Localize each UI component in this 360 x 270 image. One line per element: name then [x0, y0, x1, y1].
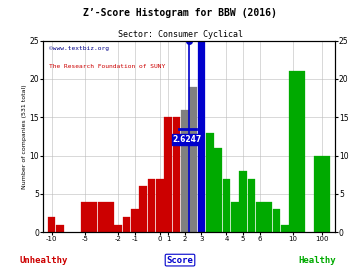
Bar	[256, 201, 264, 232]
Bar	[139, 186, 147, 232]
Y-axis label: Number of companies (531 total): Number of companies (531 total)	[22, 84, 27, 189]
Text: ©www.textbiz.org: ©www.textbiz.org	[49, 46, 109, 51]
Bar	[131, 209, 139, 232]
Bar	[231, 201, 239, 232]
Bar	[48, 217, 55, 232]
Bar	[198, 40, 206, 232]
Bar	[273, 209, 280, 232]
Bar	[164, 117, 172, 232]
Bar	[314, 156, 330, 232]
Bar	[189, 86, 197, 232]
Bar	[206, 133, 214, 232]
Bar	[264, 201, 272, 232]
Bar	[98, 201, 114, 232]
Bar	[114, 225, 122, 232]
Bar	[56, 225, 64, 232]
Text: Healthy: Healthy	[298, 256, 336, 265]
Text: 2.6247: 2.6247	[173, 135, 202, 144]
Bar	[239, 171, 247, 232]
Text: The Research Foundation of SUNY: The Research Foundation of SUNY	[49, 63, 165, 69]
Text: Unhealthy: Unhealthy	[19, 256, 67, 265]
Bar	[222, 178, 230, 232]
Text: Score: Score	[167, 256, 193, 265]
Bar	[122, 217, 130, 232]
Bar	[156, 178, 164, 232]
Text: Z’-Score Histogram for BBW (2016): Z’-Score Histogram for BBW (2016)	[83, 8, 277, 18]
Bar	[148, 178, 156, 232]
Bar	[172, 117, 180, 232]
Text: Sector: Consumer Cyclical: Sector: Consumer Cyclical	[117, 30, 243, 39]
Bar	[289, 71, 305, 232]
Bar	[281, 225, 289, 232]
Bar	[181, 110, 189, 232]
Bar	[248, 178, 256, 232]
Bar	[81, 201, 97, 232]
Bar	[214, 148, 222, 232]
